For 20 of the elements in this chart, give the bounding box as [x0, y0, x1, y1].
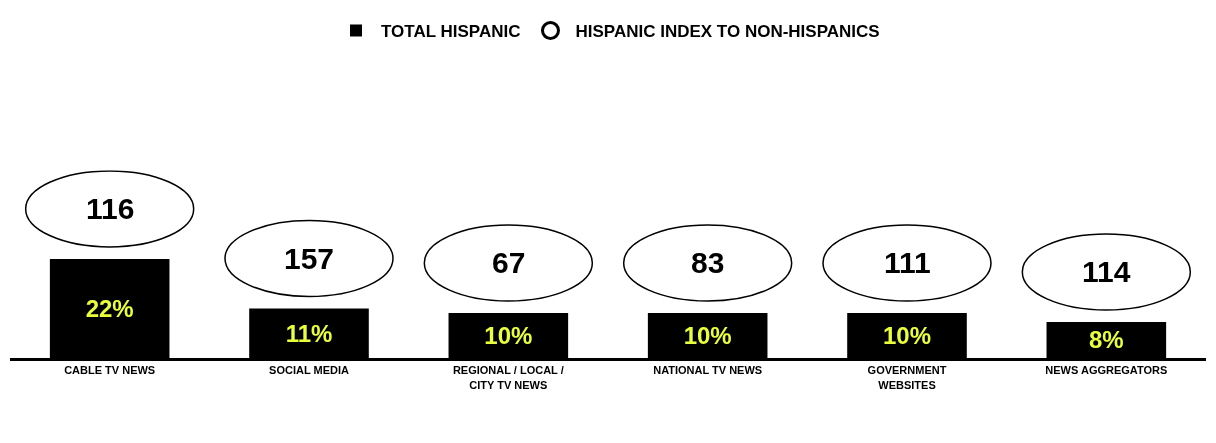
x-tick-label: GOVERNMENT WEBSITES	[867, 364, 947, 391]
annotation: 111	[884, 246, 931, 279]
data-label: 22%	[85, 294, 134, 322]
data-label: 10%	[484, 321, 533, 349]
annotation: 83	[691, 246, 725, 279]
data-label: 8%	[1088, 326, 1124, 354]
annotation: 157	[284, 242, 335, 275]
data-label: 10%	[882, 321, 932, 349]
annotation: 114	[1082, 255, 1131, 288]
x-tick-label: CABLE TV NEWS	[64, 364, 156, 377]
data-label: 10%	[683, 321, 732, 349]
annotation: 116	[86, 192, 135, 225]
x-tick-label: REGIONAL / LOCAL / CITY TV NEWS	[452, 364, 564, 391]
data-label: 11%	[285, 319, 333, 347]
x-tick-label: SOCIAL MEDIA	[269, 364, 349, 377]
x-tick-label: NATIONAL TV NEWS	[653, 364, 763, 377]
legend-label: TOTAL HISPANIC	[381, 22, 521, 42]
x-tick-label: NEWS AGGREGATORS	[1045, 364, 1168, 377]
text: HISPANIC INDEX TO NON-HISPANICS	[575, 22, 880, 42]
annotation: 67	[492, 246, 526, 279]
